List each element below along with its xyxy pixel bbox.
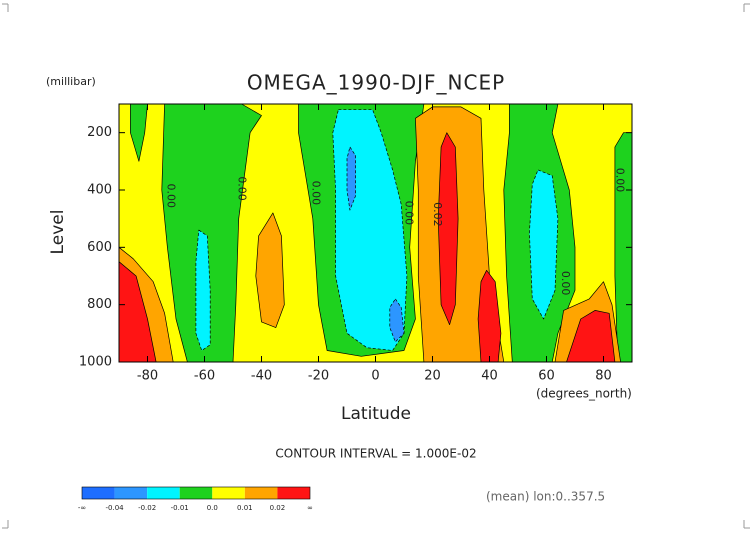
colorbar-swatch <box>82 487 115 499</box>
corner-mark <box>743 3 750 12</box>
colorbar-label: ∞ <box>307 504 313 512</box>
y-tick-label: 600 <box>87 240 112 255</box>
contour-label: 0.00 <box>310 181 323 206</box>
chart-title: OMEGA_1990-DJF_NCEP <box>247 71 505 95</box>
x-tick-label: -60 <box>194 369 215 384</box>
colorbar-label: -0.04 <box>106 504 125 512</box>
x-tick-label: -80 <box>137 369 158 384</box>
x-tick-label: 20 <box>424 369 441 384</box>
y-tick-label: 200 <box>87 125 112 140</box>
contour-fill <box>195 229 211 351</box>
x-tick-label: 40 <box>481 369 498 384</box>
colorbar-label: -∞ <box>78 504 86 512</box>
contour-fill <box>161 103 262 363</box>
contour-label: 0.00 <box>559 271 572 296</box>
corner-mark <box>2 520 9 529</box>
contour-label: 0.02 <box>431 202 444 227</box>
corner-mark <box>743 520 750 529</box>
colorbar-swatch <box>114 487 148 499</box>
contour-fill <box>346 146 356 211</box>
colorbar-swatch <box>179 487 213 499</box>
corner-mark <box>2 3 9 12</box>
contour-fill <box>389 298 405 343</box>
x-tick-label: 80 <box>595 369 612 384</box>
colorbar-frame <box>81 486 311 500</box>
colorbar-swatch <box>212 487 245 499</box>
colorbar-label: -0.02 <box>138 504 156 512</box>
contour-fill <box>437 132 459 326</box>
x-tick-label: 60 <box>538 369 555 384</box>
contour-label: 0.00 <box>402 201 415 226</box>
contour-label: 0.00 <box>164 183 177 208</box>
colorbar-label: 0.01 <box>237 504 253 512</box>
y-tick-label: 800 <box>87 297 112 312</box>
contour-note: CONTOUR INTERVAL = 1.000E-02 <box>275 447 476 461</box>
y-axis-label: Level <box>48 210 68 255</box>
contour-label: 0.00 <box>236 176 249 201</box>
colorbar-swatch <box>147 487 180 499</box>
colorbar-label: -0.01 <box>171 504 189 512</box>
y-tick-label: 1000 <box>79 355 112 370</box>
x-unit: (degrees_north) <box>536 387 632 401</box>
contour-fill <box>529 169 559 320</box>
plot-area: 0.00 0.00 0.00 0.00 0.02 0.00 0.00 <box>118 103 633 363</box>
colorbar-swatch <box>244 487 278 499</box>
x-tick-label: -40 <box>251 369 272 384</box>
colorbar-label: 0.0 <box>207 504 218 512</box>
y-unit: (millibar) <box>46 75 96 88</box>
x-axis-label: Latitude <box>341 404 411 424</box>
y-tick-label: 400 <box>87 183 112 198</box>
colorbar-swatch <box>277 487 310 499</box>
colorbar-label: 0.02 <box>270 504 286 512</box>
footer: (mean) lon:0..357.5 <box>486 490 605 504</box>
contour-fill <box>255 212 285 328</box>
x-tick-label: 0 <box>371 369 379 384</box>
x-tick-label: -20 <box>308 369 329 384</box>
contour-label: 0.00 <box>613 168 626 193</box>
